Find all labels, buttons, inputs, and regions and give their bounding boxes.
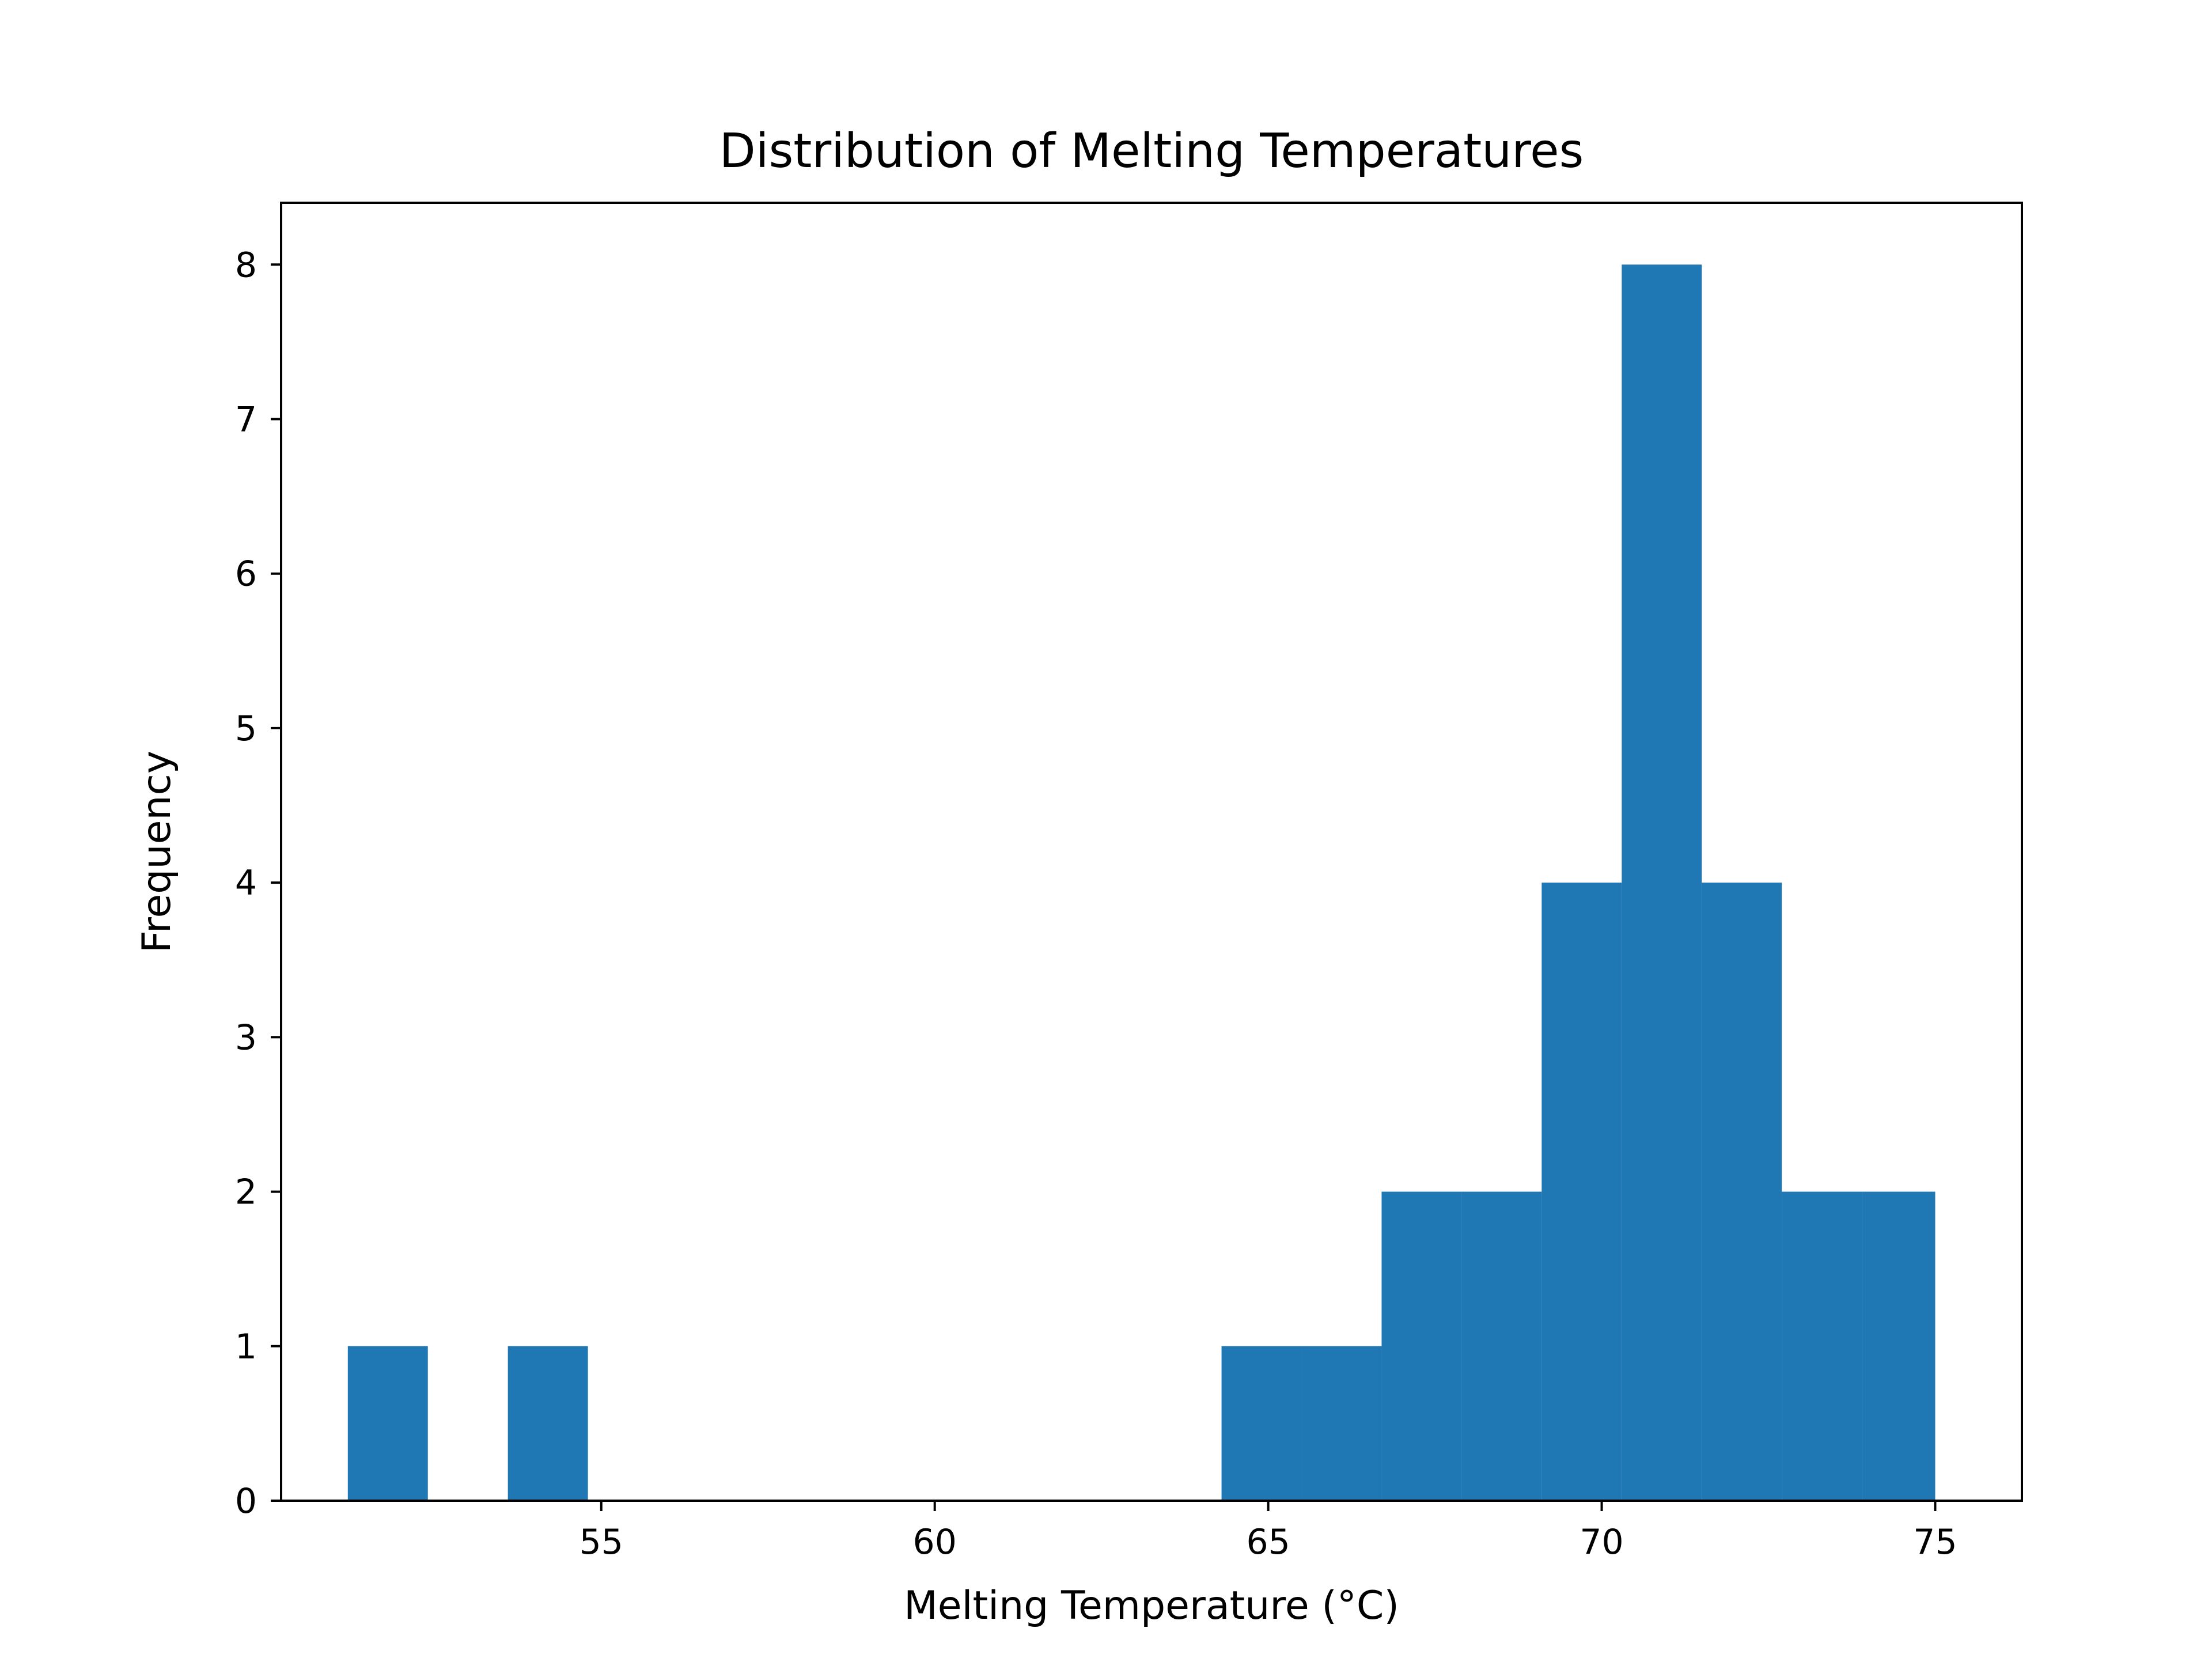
y-tick-label: 3 [235, 1017, 257, 1058]
y-tick-label: 2 [235, 1172, 257, 1213]
x-tick-label: 55 [579, 1522, 623, 1562]
histogram-bar [1702, 883, 1782, 1501]
histogram-bar [1541, 883, 1622, 1501]
histogram-bar [347, 1346, 428, 1501]
histogram-bar [1301, 1346, 1382, 1501]
x-tick-label: 70 [1580, 1522, 1623, 1562]
histogram-bar [1221, 1346, 1302, 1501]
bars-layer [347, 264, 1936, 1501]
histogram-bar [1782, 1191, 1862, 1501]
y-tick-label: 6 [235, 554, 257, 595]
histogram-bar [1381, 1191, 1462, 1501]
histogram-bar [1862, 1191, 1936, 1501]
histogram-bar [1461, 1191, 1542, 1501]
y-tick-label: 4 [235, 863, 257, 903]
plot-frame [280, 202, 2023, 1502]
y-tick-label: 8 [235, 245, 257, 285]
x-tick-label: 65 [1246, 1522, 1290, 1562]
x-tick-label: 60 [913, 1522, 957, 1562]
y-tick-label: 5 [235, 709, 257, 749]
histogram-bar [1622, 264, 1702, 1501]
y-tick-label: 7 [235, 400, 257, 440]
y-tick-label: 0 [235, 1481, 257, 1521]
y-tick-label: 1 [235, 1327, 257, 1367]
x-tick-label: 75 [1913, 1522, 1957, 1562]
x-axis-title: Melting Temperature (°C) [904, 1583, 1399, 1629]
histogram-bar [507, 1346, 588, 1501]
chart-title: Distribution of Melting Temperatures [719, 124, 1584, 179]
y-axis-title: Frequency [134, 751, 180, 953]
ticks-layer: 55 60 65 70 75 0 1 2 3 4 5 6 7 8 [235, 245, 1957, 1562]
